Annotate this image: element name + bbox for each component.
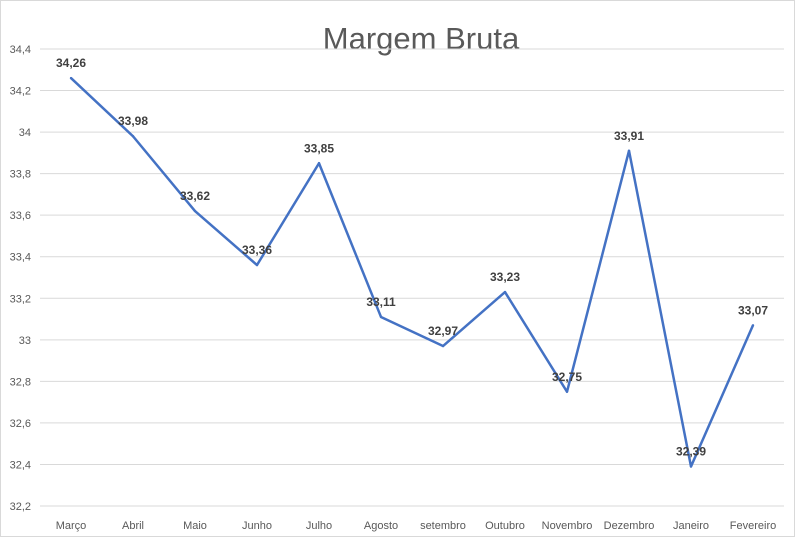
- x-tick-label: Junho: [242, 520, 272, 532]
- y-tick-label: 34,4: [10, 44, 31, 56]
- y-axis-ticks: 32,2 32,4 32,6 32,8 33 33,2 33,4 33,6 33,8 34 34,2…: [10, 44, 31, 513]
- data-point: [193, 209, 197, 213]
- data-point: [69, 76, 73, 80]
- y-tick-label: 32,4: [10, 459, 31, 471]
- data-point: [317, 162, 321, 165]
- data-label: 33,98: [118, 114, 148, 128]
- x-tick-label: Janeiro: [673, 520, 709, 532]
- y-tick-label: 33,8: [10, 169, 31, 181]
- data-label: 33,85: [304, 141, 334, 155]
- x-tick-label: setembro: [420, 520, 466, 532]
- data-label: 33,07: [738, 303, 768, 317]
- x-axis-ticks: Março Abril Maio Junho Julho Agosto setembro Ou…: [56, 520, 777, 532]
- data-point: [565, 390, 569, 393]
- y-tick-label: 32,6: [10, 418, 31, 430]
- data-label: 33,91: [614, 129, 644, 143]
- data-label: 32,39: [676, 445, 706, 459]
- data-label: 33,36: [242, 243, 272, 257]
- y-tick-label: 32,8: [10, 376, 31, 388]
- x-tick-label: Dezembro: [604, 520, 655, 532]
- data-point: [689, 465, 693, 468]
- data-labels: 34,26 33,98 33,62 33,36 33,85 33,11 32,97 33,23…: [56, 56, 768, 458]
- y-tick-label: 34: [19, 127, 31, 139]
- data-point: [441, 344, 445, 348]
- x-tick-label: Março: [56, 520, 87, 532]
- gridlines: [40, 48, 784, 507]
- data-point: [379, 315, 383, 319]
- series-layer: [69, 76, 755, 468]
- data-point: [627, 149, 631, 152]
- series-line: [70, 77, 755, 468]
- data-point: [131, 135, 135, 138]
- data-label: 33,62: [180, 189, 210, 203]
- x-tick-label: Novembro: [542, 520, 593, 532]
- data-label: 33,23: [490, 270, 520, 284]
- y-tick-label: 33: [19, 335, 31, 347]
- y-tick-label: 32,2: [10, 501, 31, 513]
- data-label: 32,97: [428, 324, 458, 338]
- data-label: 32,75: [552, 370, 582, 384]
- y-tick-label: 34,2: [10, 86, 31, 98]
- x-tick-label: Julho: [306, 520, 332, 532]
- y-tick-label: 33,4: [10, 252, 31, 264]
- data-label: 33,11: [366, 295, 396, 309]
- data-point: [751, 324, 755, 327]
- x-tick-label: Maio: [183, 520, 207, 532]
- data-point: [255, 263, 259, 267]
- chart-title: Margem Bruta: [323, 21, 520, 56]
- x-tick-label: Abril: [122, 520, 144, 532]
- y-tick-label: 33,2: [10, 293, 31, 305]
- x-tick-label: Fevereiro: [730, 520, 776, 532]
- y-tick-label: 33,6: [10, 210, 31, 222]
- x-tick-label: Outubro: [485, 520, 525, 532]
- data-point: [503, 290, 507, 294]
- data-label: 34,26: [56, 56, 86, 70]
- x-tick-label: Agosto: [364, 520, 398, 532]
